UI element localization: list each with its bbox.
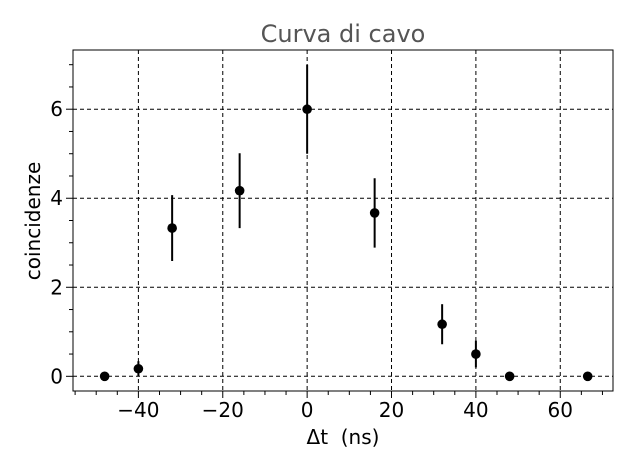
x-tick-labels: −40 −20 0 20 40 60 [117, 398, 573, 422]
data-point [471, 349, 481, 359]
data-point [437, 319, 447, 330]
data-points [99, 104, 593, 382]
x-tick-label: 20 [379, 398, 404, 422]
y-tick-label: 0 [50, 364, 63, 388]
plot-frame [72, 49, 614, 392]
minor-ticks [69, 64, 603, 395]
data-point [234, 185, 245, 196]
y-tick-label: 6 [50, 97, 63, 121]
x-axis-label: Δt (ns) [307, 425, 380, 449]
grid [73, 50, 613, 391]
y-tick-labels: 0 2 4 6 [50, 97, 63, 388]
data-point [369, 208, 380, 218]
data-point [99, 371, 110, 382]
data-point [582, 371, 593, 382]
x-tick-label: 40 [463, 398, 488, 422]
y-tick-label: 2 [50, 275, 63, 299]
data-point [302, 104, 312, 115]
data-point [133, 363, 144, 374]
y-tick-label: 4 [50, 186, 63, 210]
data-point [167, 223, 177, 233]
x-tick-label: −40 [117, 398, 159, 422]
x-tick-label: 60 [548, 398, 573, 422]
major-ticks [66, 108, 561, 398]
chart-title: Curva di cavo [261, 20, 426, 48]
y-axis-label: coincidenze [21, 162, 45, 281]
x-tick-label: 0 [301, 398, 314, 422]
data-point [504, 371, 515, 382]
x-tick-label: −20 [202, 398, 244, 422]
